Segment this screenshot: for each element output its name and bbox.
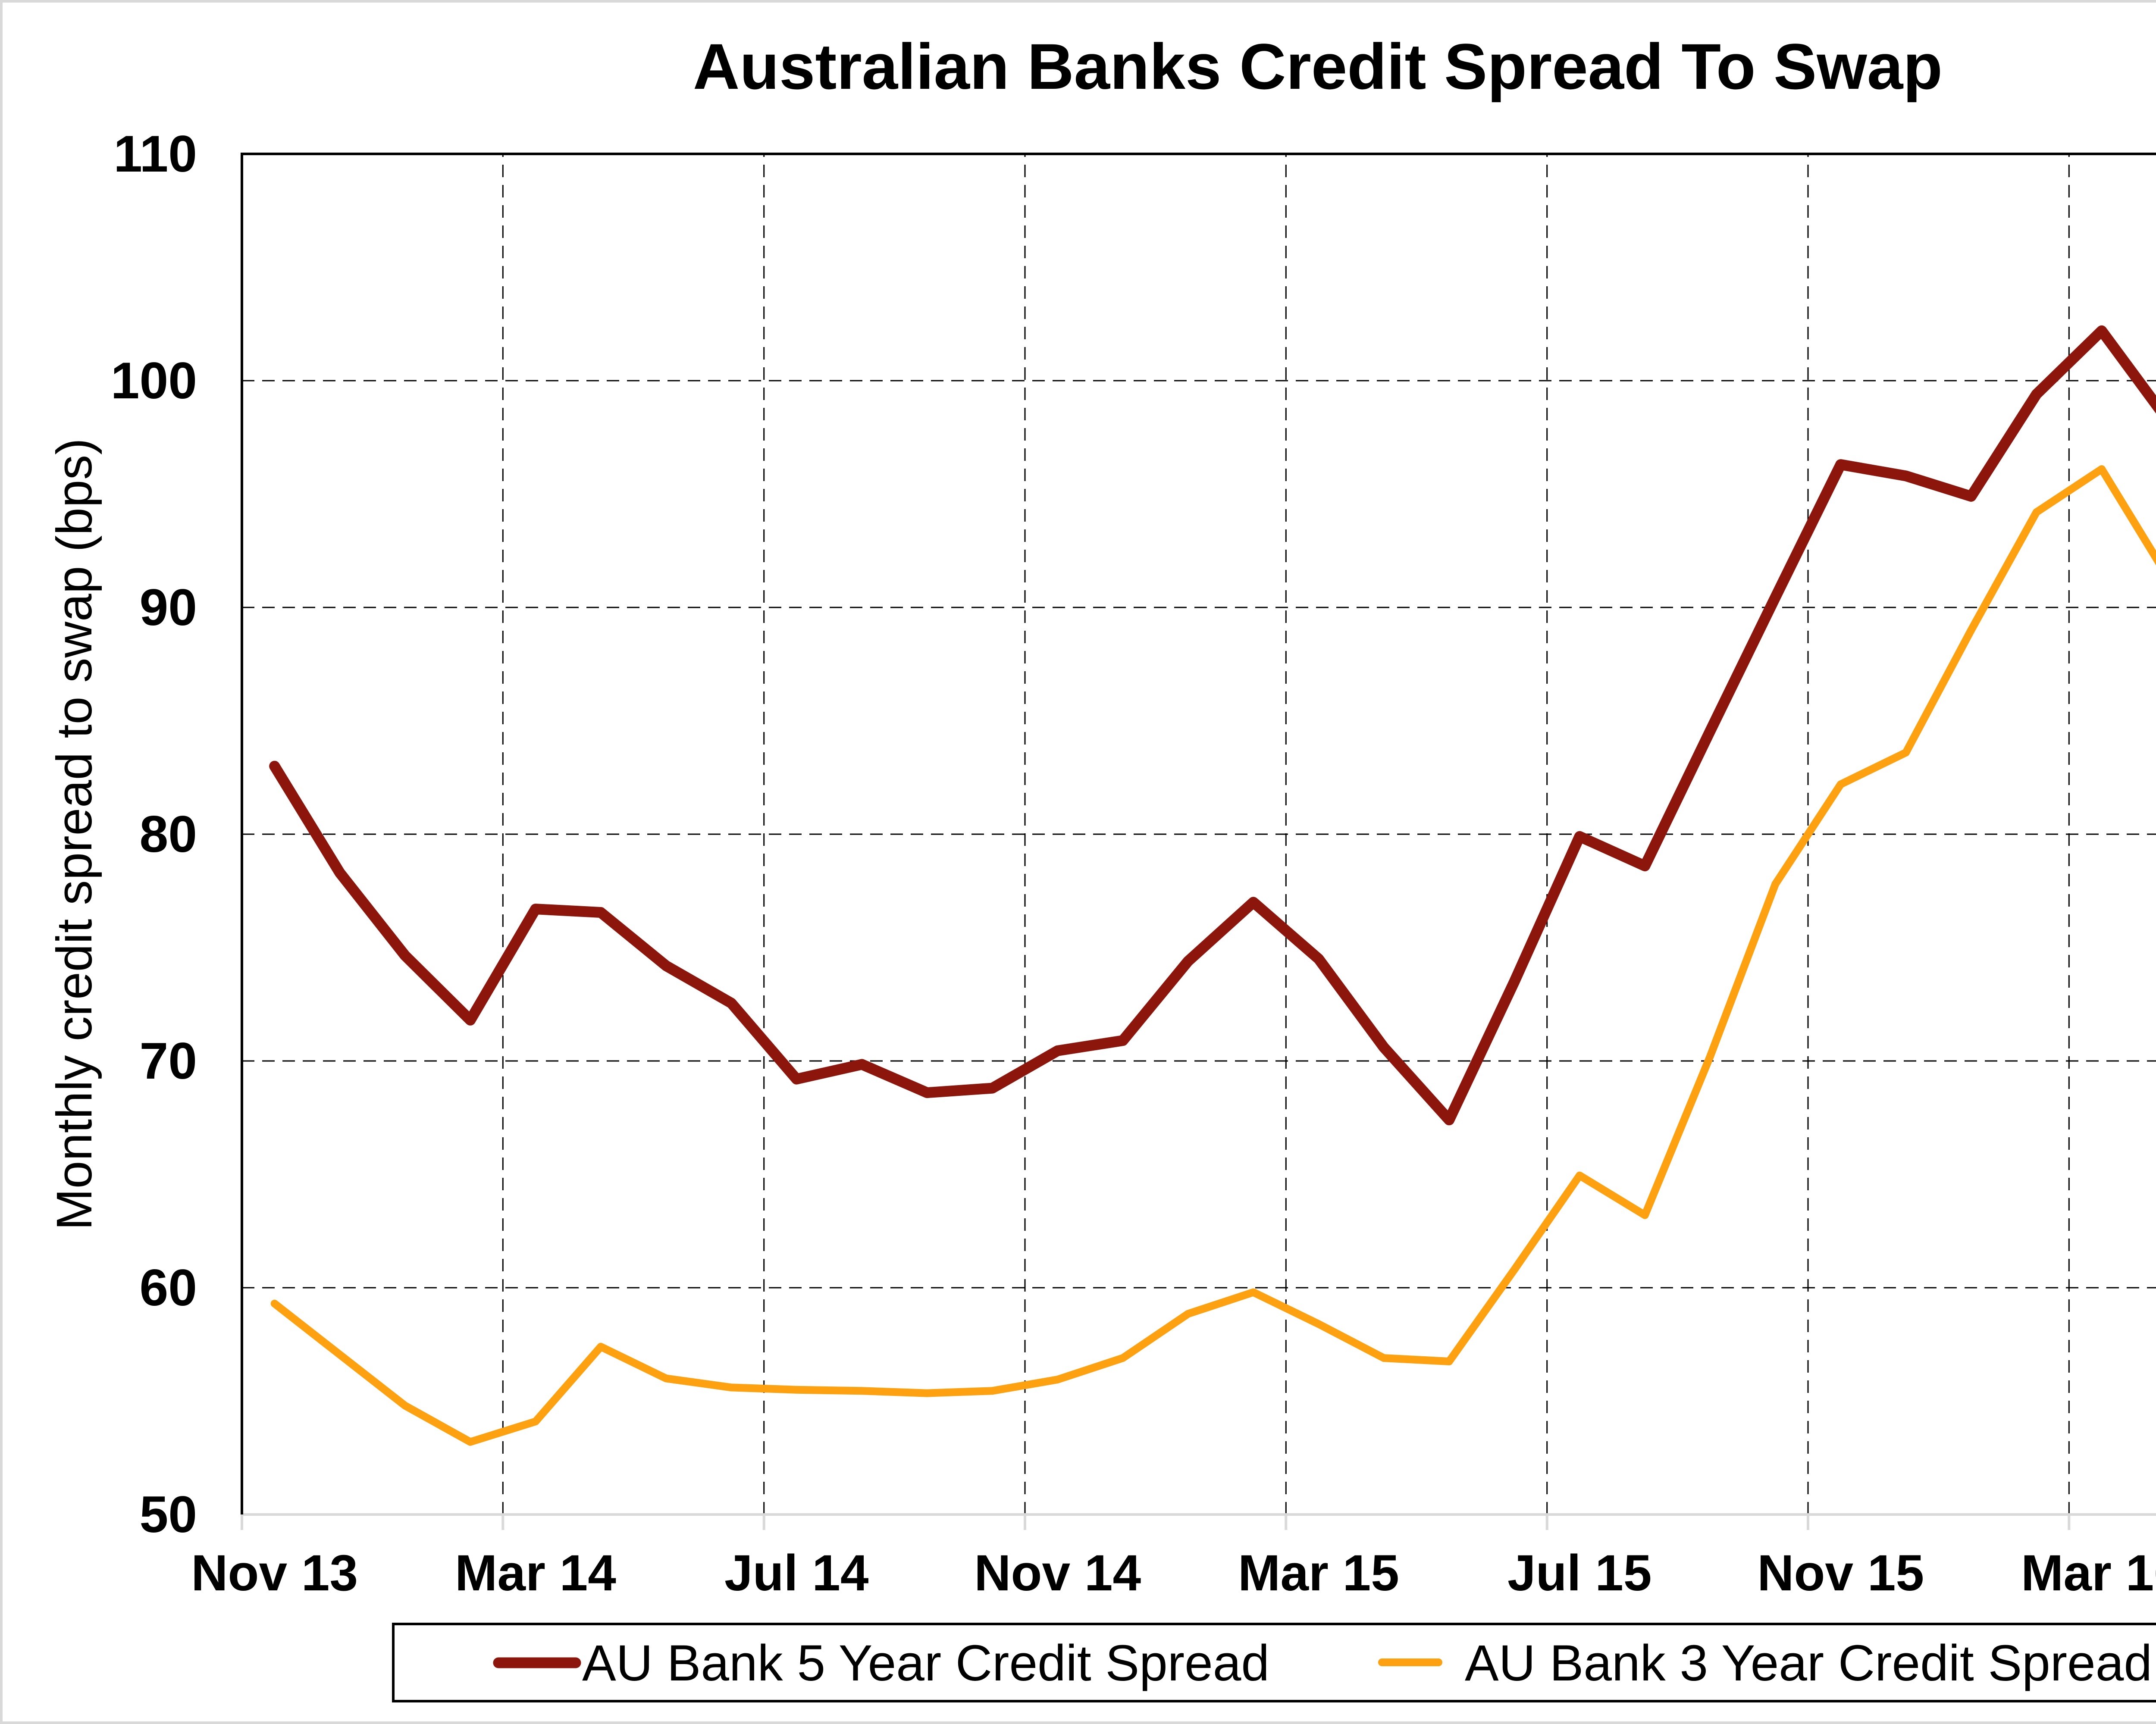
svg-text:50: 50 (140, 1486, 197, 1543)
svg-text:Mar 14: Mar 14 (455, 1545, 616, 1602)
svg-text:Nov 14: Nov 14 (974, 1545, 1141, 1602)
svg-text:80: 80 (140, 805, 197, 863)
svg-text:100: 100 (111, 352, 197, 410)
svg-text:Jul 14: Jul 14 (724, 1545, 869, 1602)
svg-text:Nov 13: Nov 13 (191, 1545, 358, 1602)
svg-text:AU Bank 3 Year Credit Spread: AU Bank 3 Year Credit Spread (1465, 1635, 2152, 1692)
svg-text:Mar 16: Mar 16 (2021, 1545, 2156, 1602)
svg-text:Nov 15: Nov 15 (1757, 1545, 1924, 1602)
svg-text:90: 90 (140, 579, 197, 636)
svg-text:AU Bank 5 Year Credit Spread: AU Bank 5 Year Credit Spread (582, 1635, 1269, 1692)
svg-text:Monthly credit spread to swap: Monthly credit spread to swap (bps) (46, 438, 102, 1230)
svg-text:70: 70 (140, 1032, 197, 1090)
svg-text:Mar 15: Mar 15 (1238, 1545, 1399, 1602)
svg-text:Australian Banks Credit Spread: Australian Banks Credit Spread To Swap (693, 30, 1943, 103)
svg-text:Jul 15: Jul 15 (1507, 1545, 1652, 1602)
svg-text:110: 110 (113, 125, 197, 183)
svg-text:60: 60 (140, 1259, 197, 1317)
